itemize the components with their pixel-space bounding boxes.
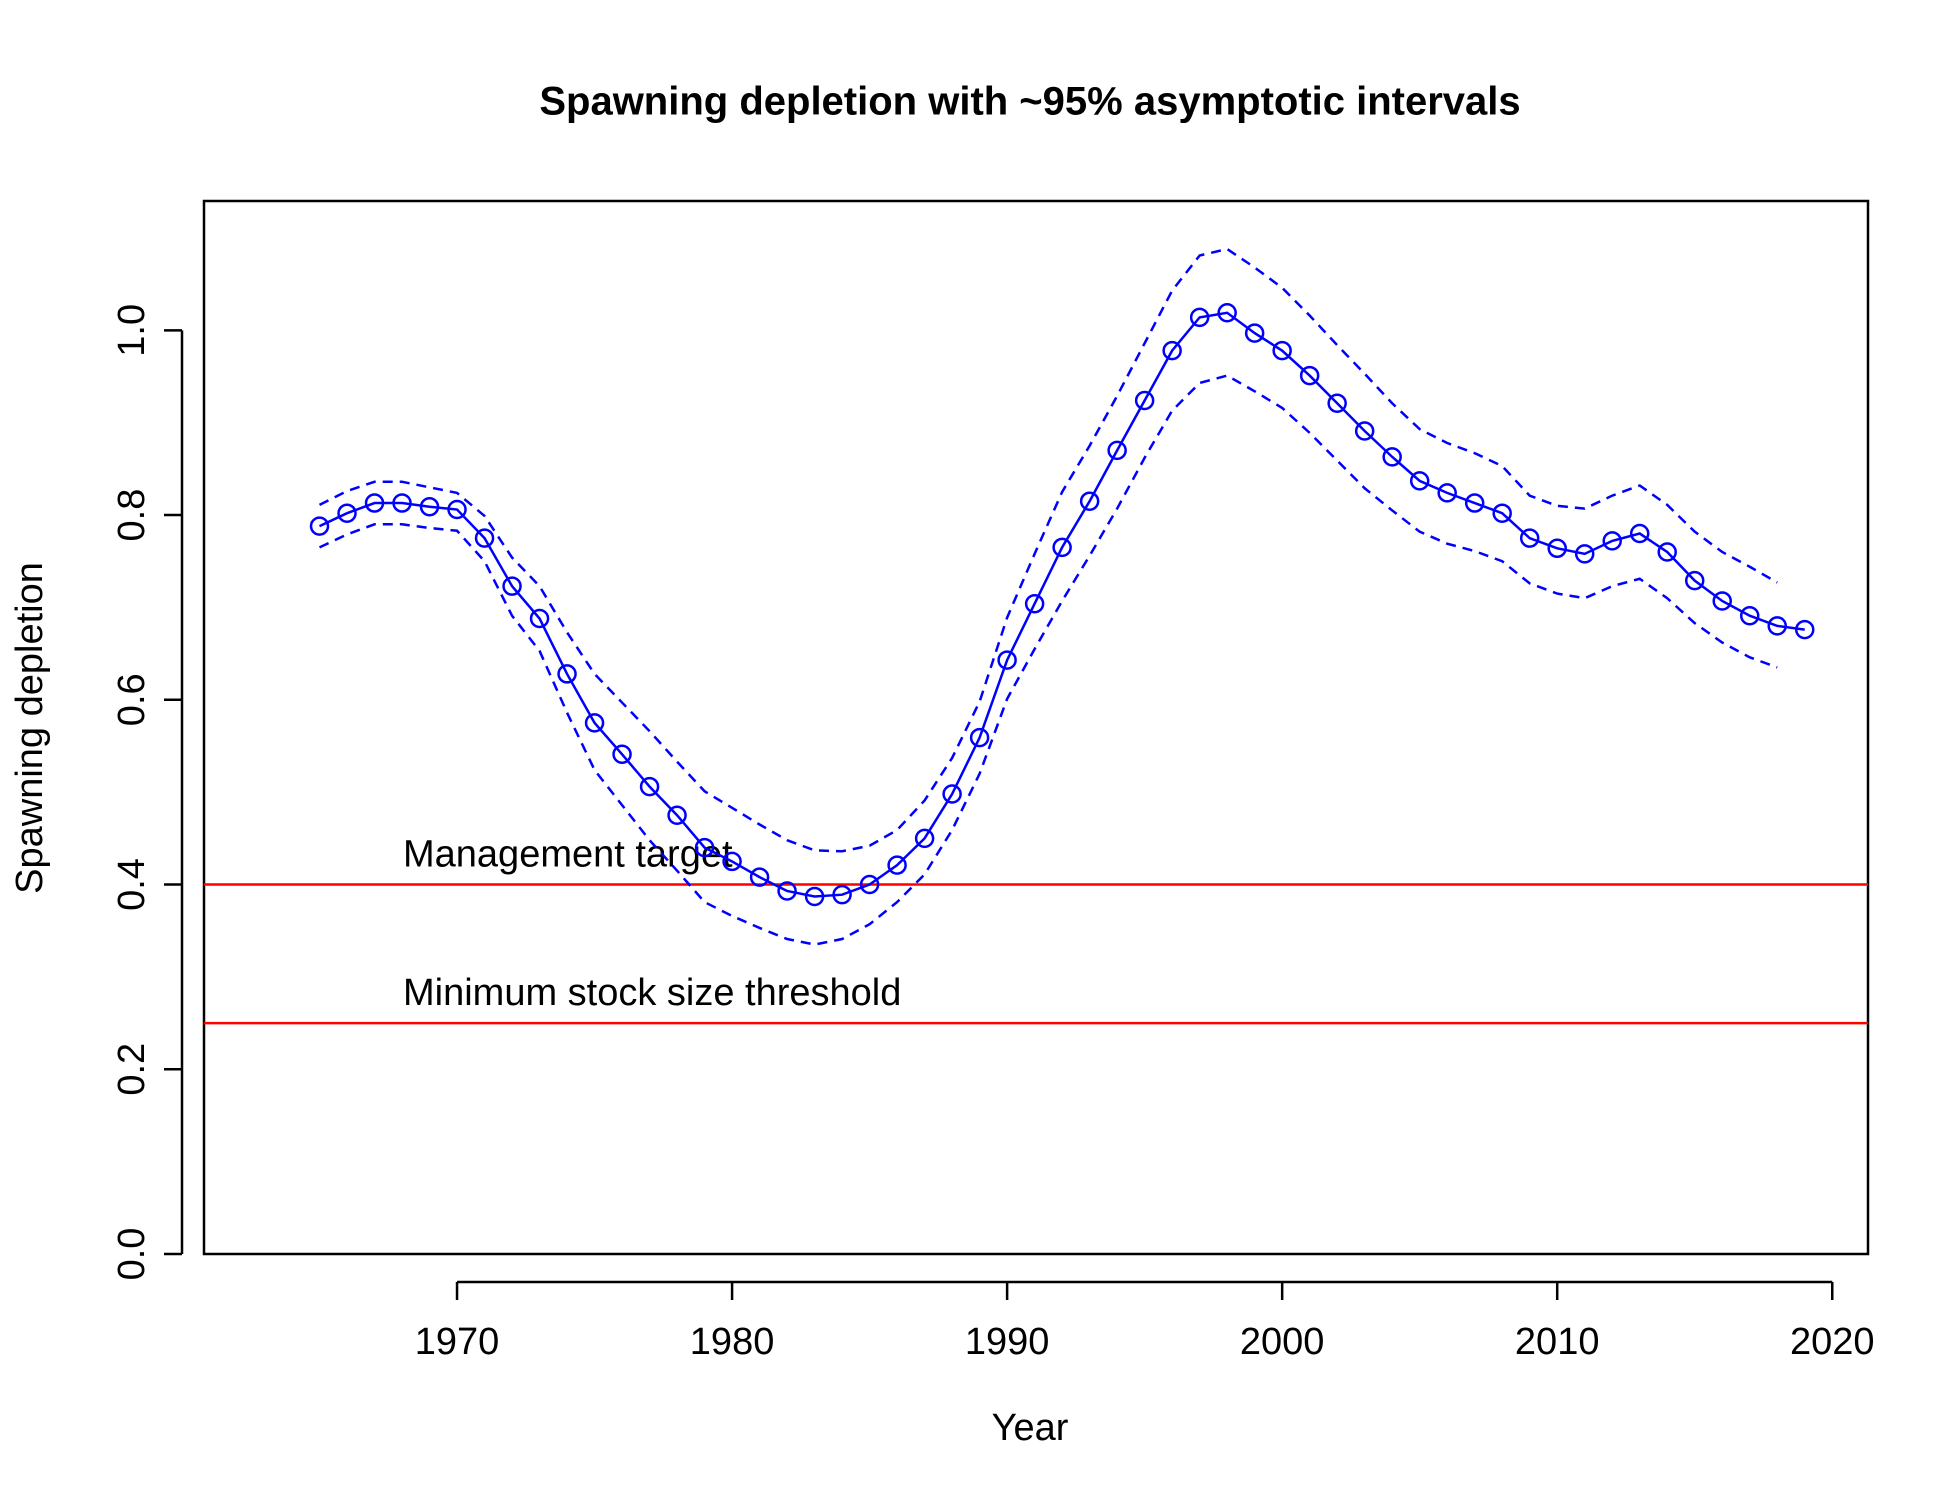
- y-tick-label: 0.6: [111, 673, 153, 726]
- data-point: [1657, 542, 1677, 562]
- data-point: [1354, 421, 1375, 441]
- data-point: [1217, 303, 1237, 323]
- data-point: [1189, 307, 1210, 328]
- data-point: [914, 828, 935, 849]
- data-point: [969, 727, 990, 748]
- data-point: [364, 493, 385, 513]
- reference-label: Management target: [403, 834, 733, 876]
- series-line: [318, 311, 1805, 898]
- data-point: [749, 867, 770, 887]
- data-point: [1272, 340, 1292, 361]
- series-line: [318, 247, 1778, 853]
- data-point: [1299, 365, 1320, 386]
- x-tick-label: 2010: [1515, 1321, 1600, 1363]
- series-line: [318, 374, 1778, 946]
- data-point: [1767, 616, 1787, 636]
- data-point: [722, 851, 742, 872]
- data-point: [1079, 491, 1100, 511]
- data-point: [502, 576, 522, 596]
- data-point: [667, 805, 687, 825]
- data-point: [309, 516, 330, 536]
- y-tick-label: 0.4: [111, 858, 153, 911]
- data-point: [1492, 503, 1512, 523]
- y-tick-label: 0.0: [111, 1228, 153, 1281]
- reference-label: Minimum stock size threshold: [403, 972, 901, 1014]
- y-tick-label: 0.8: [111, 489, 153, 542]
- data-point: [804, 886, 825, 907]
- data-point: [1464, 493, 1485, 513]
- data-point: [777, 881, 797, 901]
- x-tick-label: 2000: [1240, 1321, 1325, 1363]
- y-tick-label: 1.0: [111, 304, 153, 357]
- data-point: [997, 650, 1017, 670]
- data-point: [419, 496, 440, 517]
- data-point: [1134, 390, 1155, 411]
- data-point: [557, 664, 577, 684]
- data-point: [1024, 593, 1045, 614]
- data-point: [447, 499, 467, 520]
- data-point: [1519, 528, 1540, 548]
- data-point: [337, 503, 357, 523]
- x-axis-label: Year: [992, 1407, 1069, 1449]
- data-point: [1712, 591, 1732, 611]
- data-point: [1052, 537, 1072, 558]
- data-point: [1409, 471, 1430, 491]
- data-point: [1574, 544, 1595, 564]
- chart-title: Spawning depletion with ~95% asymptotic …: [539, 80, 1520, 124]
- data-point: [1244, 323, 1265, 343]
- data-point: [639, 776, 660, 797]
- data-point: [832, 884, 852, 905]
- data-point: [584, 713, 605, 733]
- data-point: [612, 744, 632, 765]
- x-tick-label: 1980: [690, 1321, 775, 1363]
- data-point: [1107, 440, 1127, 461]
- data-point: [529, 608, 550, 629]
- data-point: [1629, 523, 1650, 544]
- data-point: [1162, 340, 1182, 361]
- data-point: [887, 855, 907, 875]
- data-point: [1382, 447, 1402, 467]
- data-point: [1794, 619, 1815, 640]
- data-point: [942, 784, 962, 804]
- data-point: [1739, 605, 1760, 626]
- data-point: [859, 874, 880, 895]
- y-axis-label: Spawning depletion: [9, 562, 51, 894]
- data-point: [1684, 570, 1705, 591]
- data-point: [1327, 393, 1347, 414]
- x-tick-label: 1990: [965, 1321, 1050, 1363]
- y-tick-label: 0.2: [111, 1043, 153, 1096]
- data-point: [474, 528, 495, 548]
- data-point: [1437, 483, 1457, 503]
- x-tick-label: 2020: [1790, 1321, 1875, 1363]
- data-point: [694, 837, 715, 858]
- data-point: [392, 493, 412, 513]
- data-point: [1602, 531, 1622, 551]
- data-point: [1547, 538, 1567, 559]
- plot-frame: [202, 199, 1870, 1256]
- x-tick-label: 1970: [415, 1321, 500, 1363]
